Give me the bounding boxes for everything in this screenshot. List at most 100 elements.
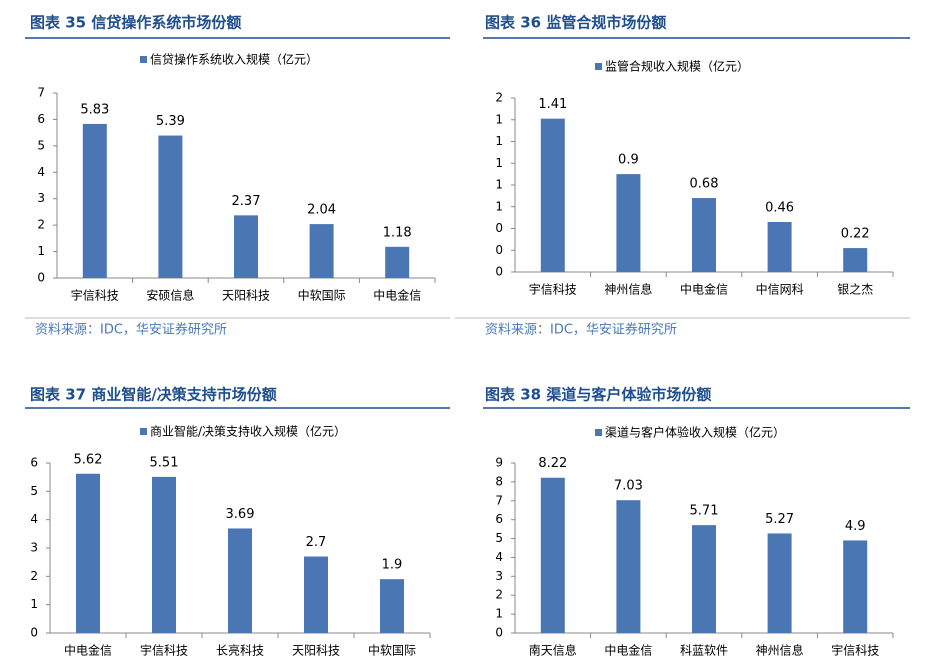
bar — [385, 246, 410, 278]
chart-title: 图表 37 商业智能/决策支持市场份额 — [30, 386, 277, 404]
bar — [843, 540, 868, 633]
value-label: 0.22 — [841, 227, 870, 242]
value-label: 5.39 — [156, 114, 185, 129]
x-tick-label: 安硕信息 — [146, 288, 194, 303]
y-tick-label: 1 — [495, 199, 503, 213]
legend-label: 渠道与客户体验收入规模（亿元） — [605, 425, 785, 440]
bar — [616, 174, 641, 272]
chart-title: 图表 35 信贷操作系统市场份额 — [30, 14, 241, 32]
bar — [76, 473, 100, 633]
y-tick-label: 0 — [495, 626, 503, 640]
value-label: 0.9 — [618, 153, 639, 168]
x-tick-label: 中电金信 — [604, 643, 652, 657]
y-tick-label: 8 — [495, 474, 503, 488]
bar — [304, 556, 328, 633]
legend-swatch — [140, 56, 147, 63]
bar — [843, 248, 868, 272]
legend-swatch — [595, 63, 602, 70]
bar — [540, 477, 565, 633]
source-note: 资料来源：IDC，华安证券研究所 — [485, 322, 677, 338]
value-label: 2.7 — [306, 535, 327, 550]
bar — [540, 118, 565, 272]
y-tick-label: 1 — [495, 112, 503, 126]
bar — [380, 579, 404, 633]
x-tick-label: 天阳科技 — [222, 289, 270, 303]
x-tick-label: 神州信息 — [756, 643, 804, 657]
x-tick-label: 科蓝软件 — [680, 644, 728, 657]
y-tick-label: 5 — [30, 484, 38, 498]
legend-label: 商业智能/决策支持收入规模（亿元） — [150, 424, 346, 439]
x-tick-label: 宇信科技 — [529, 283, 577, 297]
x-tick-label: 神州信息 — [604, 282, 652, 297]
legend-label: 监管合规收入规模（亿元） — [605, 59, 749, 74]
legend-swatch — [595, 429, 602, 436]
value-label: 5.27 — [765, 512, 794, 527]
y-tick-label: 0 — [495, 265, 503, 279]
y-tick-label: 0 — [495, 221, 503, 235]
y-tick-label: 3 — [495, 569, 503, 583]
value-label: 5.51 — [150, 455, 179, 470]
x-tick-label: 中信网科 — [756, 282, 804, 297]
legend-label: 信贷操作系统收入规模（亿元） — [150, 52, 318, 67]
bar — [767, 221, 792, 272]
bar — [692, 198, 716, 272]
value-label: 7.03 — [614, 479, 643, 494]
value-label: 5.83 — [80, 102, 109, 117]
value-label: 1.9 — [382, 558, 403, 573]
x-tick-label: 银之杰 — [837, 283, 873, 297]
value-label: 0.68 — [690, 177, 719, 192]
value-label: 5.71 — [690, 504, 719, 519]
value-label: 1.18 — [383, 225, 412, 240]
y-tick-label: 2 — [495, 91, 503, 105]
y-tick-label: 7 — [37, 86, 45, 100]
y-tick-label: 9 — [495, 456, 503, 470]
chart-title: 图表 36 监管合规市场份额 — [485, 14, 666, 32]
x-tick-label: 中电金信 — [64, 643, 112, 657]
x-tick-label: 宇信科技 — [831, 644, 879, 657]
y-tick-label: 2 — [37, 218, 45, 232]
y-tick-label: 4 — [37, 165, 45, 179]
bar — [158, 135, 183, 278]
y-tick-label: 3 — [30, 541, 38, 555]
chart-title: 图表 38 渠道与客户体验市场份额 — [485, 386, 711, 404]
x-tick-label: 中软国际 — [368, 643, 416, 657]
y-tick-label: 0 — [30, 626, 38, 640]
y-tick-label: 1 — [495, 134, 503, 148]
value-label: 3.69 — [226, 507, 255, 522]
value-label: 1.41 — [538, 97, 567, 112]
x-tick-label: 宇信科技 — [140, 644, 188, 657]
y-tick-label: 6 — [30, 456, 38, 470]
y-tick-label: 4 — [30, 512, 38, 526]
source-note: 资料来源：IDC，华安证券研究所 — [35, 322, 227, 338]
bar — [309, 224, 334, 278]
x-tick-label: 长亮科技 — [216, 643, 264, 657]
y-tick-label: 1 — [495, 156, 503, 170]
bar — [616, 500, 641, 633]
bar — [152, 476, 176, 633]
y-tick-label: 0 — [37, 271, 45, 285]
y-tick-label: 1 — [30, 597, 38, 611]
y-tick-label: 0 — [495, 243, 503, 257]
x-tick-label: 中软国际 — [298, 288, 346, 303]
x-tick-label: 南天信息 — [529, 643, 577, 657]
bar — [82, 123, 107, 279]
value-label: 2.04 — [307, 203, 336, 218]
y-tick-label: 1 — [37, 244, 45, 258]
y-tick-label: 6 — [37, 112, 45, 126]
y-tick-label: 2 — [495, 588, 503, 602]
legend-swatch — [140, 428, 147, 435]
y-tick-label: 2 — [30, 569, 38, 583]
y-tick-label: 1 — [495, 178, 503, 192]
y-tick-label: 3 — [37, 191, 45, 205]
bar — [234, 215, 258, 278]
y-tick-label: 4 — [495, 550, 503, 564]
x-tick-label: 宇信科技 — [71, 289, 119, 303]
bar — [228, 528, 252, 633]
value-label: 4.9 — [845, 519, 866, 534]
value-label: 0.46 — [765, 200, 794, 215]
bar — [767, 533, 792, 633]
y-tick-label: 6 — [495, 512, 503, 526]
y-tick-label: 7 — [495, 493, 503, 507]
